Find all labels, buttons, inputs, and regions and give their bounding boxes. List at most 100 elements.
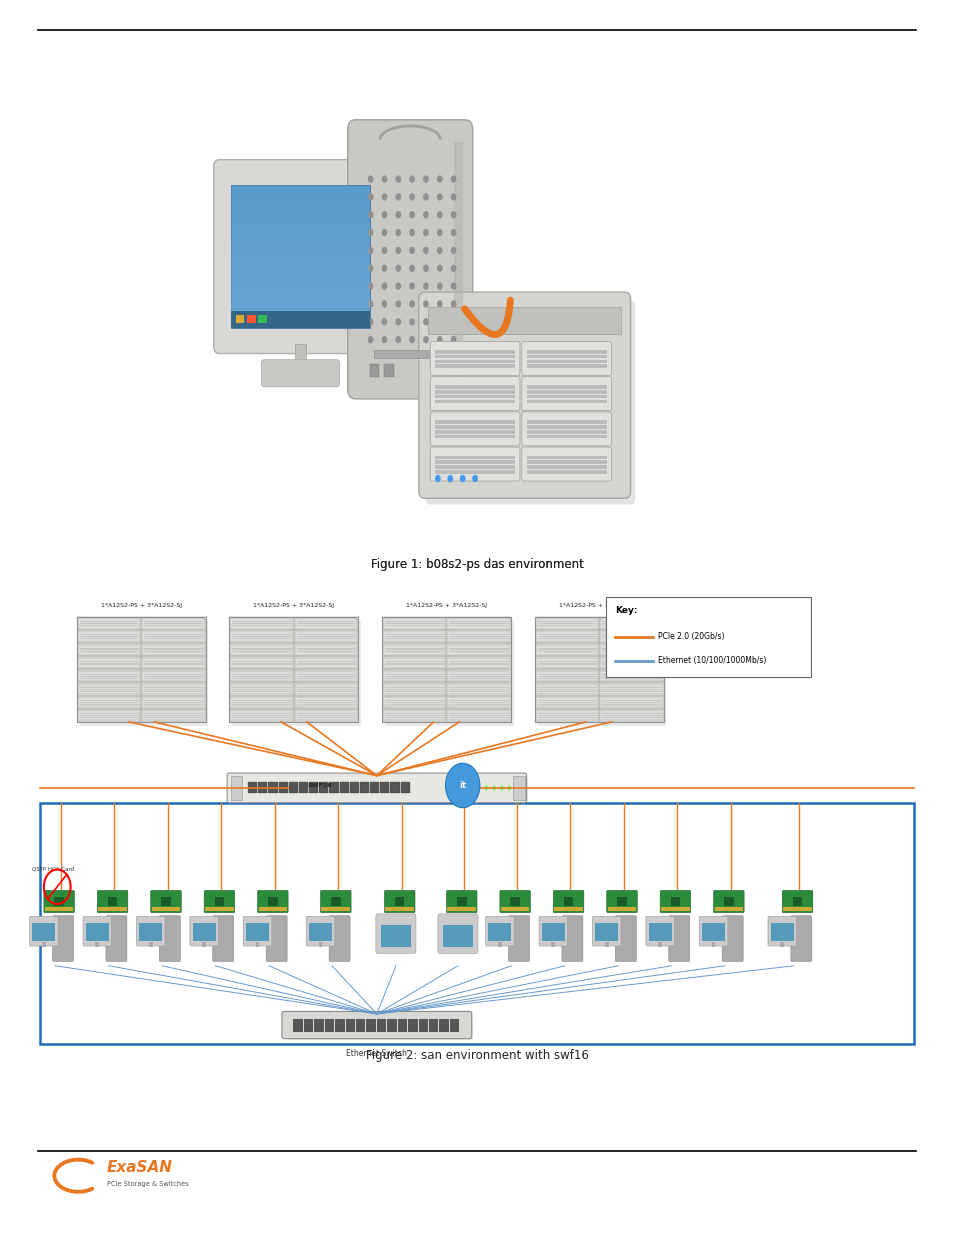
Bar [450, 1020, 459, 1031]
FancyBboxPatch shape [329, 916, 350, 962]
Bar [526, 395, 606, 399]
Bar [248, 783, 257, 794]
Bar [428, 306, 620, 335]
Circle shape [507, 785, 511, 790]
Circle shape [409, 211, 415, 219]
Bar [380, 925, 411, 947]
Bar [541, 923, 564, 941]
Bar [435, 359, 515, 363]
FancyBboxPatch shape [320, 890, 351, 913]
FancyBboxPatch shape [521, 447, 611, 480]
Text: Ethernet (10/100/1000Mb/s): Ethernet (10/100/1000Mb/s) [658, 656, 766, 666]
Bar [526, 390, 606, 394]
Bar [670, 897, 679, 906]
Bar [526, 435, 606, 438]
FancyBboxPatch shape [561, 916, 582, 962]
FancyBboxPatch shape [281, 1011, 471, 1039]
Bar [435, 395, 515, 399]
Bar [383, 620, 444, 627]
Circle shape [381, 319, 387, 326]
Bar [295, 658, 356, 667]
Circle shape [436, 264, 442, 272]
Bar [448, 711, 509, 719]
Bar [78, 698, 139, 706]
Circle shape [395, 247, 401, 254]
FancyBboxPatch shape [645, 916, 674, 946]
FancyBboxPatch shape [44, 890, 74, 913]
Bar [536, 646, 597, 653]
Circle shape [367, 300, 374, 308]
Bar [247, 315, 255, 324]
Bar [45, 908, 73, 911]
Bar [448, 672, 509, 680]
Circle shape [367, 247, 374, 254]
Bar [448, 685, 509, 693]
Circle shape [422, 211, 429, 219]
Bar [383, 646, 444, 653]
Bar [143, 698, 204, 706]
Bar [435, 354, 515, 358]
Circle shape [450, 175, 456, 183]
Bar [149, 942, 152, 947]
Bar [205, 908, 233, 911]
Bar [143, 672, 204, 680]
Bar [448, 658, 509, 667]
Bar [387, 1020, 396, 1031]
Text: Figure 1: b08s2-ps das environment: Figure 1: b08s2-ps das environment [370, 558, 583, 571]
Circle shape [450, 300, 456, 308]
Text: 1*A12S2-PS + 3*A12S2-SJ: 1*A12S2-PS + 3*A12S2-SJ [100, 603, 182, 608]
FancyBboxPatch shape [213, 916, 233, 962]
FancyBboxPatch shape [446, 890, 476, 913]
Bar [526, 350, 606, 353]
Bar [143, 658, 204, 667]
Bar [335, 1020, 344, 1031]
Bar [782, 908, 811, 911]
Bar [329, 783, 338, 794]
Bar [369, 364, 379, 377]
Bar [435, 364, 515, 368]
Bar [295, 685, 356, 693]
Circle shape [409, 283, 415, 290]
FancyBboxPatch shape [243, 916, 272, 946]
Bar [78, 685, 139, 693]
Bar [554, 908, 582, 911]
FancyBboxPatch shape [553, 890, 583, 913]
Bar [214, 897, 224, 906]
Bar [231, 658, 292, 667]
FancyBboxPatch shape [190, 916, 218, 946]
Circle shape [435, 474, 440, 483]
Circle shape [395, 283, 401, 290]
Bar [435, 461, 515, 464]
Bar [143, 685, 204, 693]
Bar [355, 1020, 365, 1031]
Bar [318, 942, 322, 947]
Bar [231, 632, 292, 641]
FancyBboxPatch shape [430, 447, 519, 480]
FancyBboxPatch shape [418, 291, 630, 498]
Bar [648, 923, 671, 941]
Bar [376, 1020, 386, 1031]
FancyBboxPatch shape [257, 890, 288, 913]
FancyBboxPatch shape [699, 916, 727, 946]
Circle shape [395, 300, 401, 308]
FancyBboxPatch shape [261, 359, 339, 387]
Bar [295, 632, 356, 641]
Bar [711, 942, 715, 947]
Circle shape [395, 319, 401, 326]
Bar [600, 620, 661, 627]
Bar [235, 315, 244, 324]
Bar [442, 925, 473, 947]
Circle shape [381, 211, 387, 219]
Bar [231, 203, 370, 221]
Circle shape [422, 283, 429, 290]
Bar [600, 672, 661, 680]
Circle shape [367, 319, 374, 326]
Bar [42, 942, 46, 947]
Bar [54, 897, 64, 906]
Bar [439, 1020, 449, 1031]
Bar [780, 942, 783, 947]
Bar [143, 646, 204, 653]
Bar [500, 908, 529, 911]
Bar [600, 658, 661, 667]
Bar [497, 942, 501, 947]
